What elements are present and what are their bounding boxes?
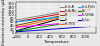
Y-axis label: Electrical resistivity (μΩ.cm): Electrical resistivity (μΩ.cm) xyxy=(2,0,6,45)
Legend: Fe-Si-Al, Fe-Ni-Mo, Ni, Fe, Fe-3%Si, Fe-6.5%Si, Co, Fe-50%Ni, Fe-Co: Fe-Si-Al, Fe-Ni-Mo, Ni, Fe, Fe-3%Si, Fe-… xyxy=(59,3,96,27)
X-axis label: Temperature: Temperature xyxy=(44,40,69,44)
